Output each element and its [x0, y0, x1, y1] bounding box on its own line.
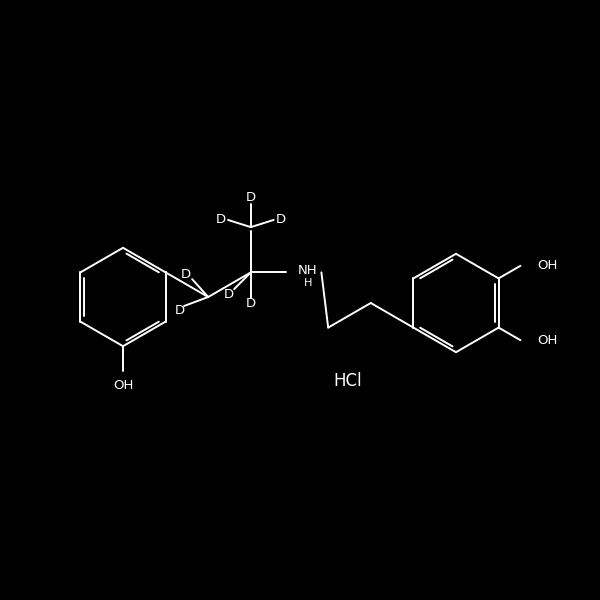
- Text: OH: OH: [537, 259, 557, 272]
- Text: OH: OH: [537, 334, 557, 347]
- Text: D: D: [246, 297, 256, 310]
- Text: OH: OH: [113, 379, 133, 392]
- Text: NH: NH: [298, 263, 317, 277]
- Text: HCl: HCl: [334, 372, 362, 390]
- Text: D: D: [224, 288, 234, 301]
- Text: H: H: [304, 278, 313, 287]
- Text: D: D: [276, 214, 286, 226]
- Text: D: D: [175, 304, 185, 317]
- Text: D: D: [216, 214, 226, 226]
- Text: D: D: [181, 268, 191, 281]
- Text: D: D: [246, 191, 256, 203]
